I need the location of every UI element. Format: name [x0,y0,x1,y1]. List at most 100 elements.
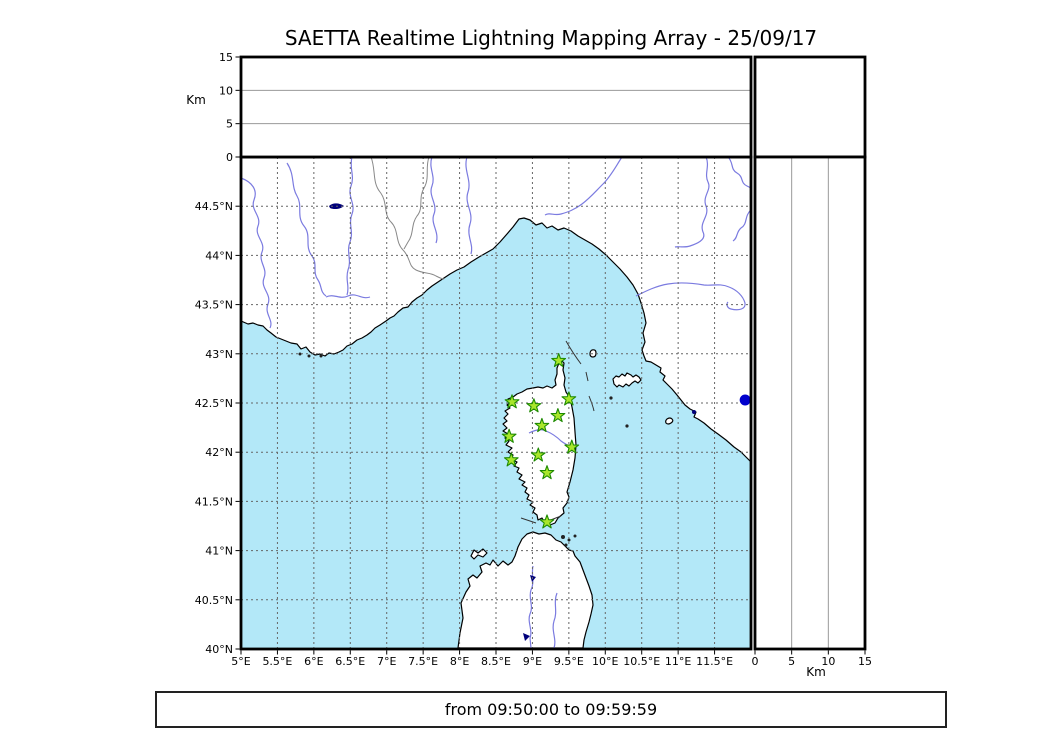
top-panel-bg [241,57,751,157]
station-marker [504,394,520,409]
islet [609,396,613,400]
lon-tick-label: 9.5°E [554,655,584,668]
lon-tick-label: 8.5°E [481,655,511,668]
right-panel-gridlines [791,157,829,649]
plot-title: SAETTA Realtime Lightning Mapping Array … [284,26,818,50]
islet [573,534,577,538]
right-km-tick-label: 10 [821,655,835,668]
river [727,156,752,189]
lon-tick-label: 5°E [231,655,250,668]
islet [561,535,565,539]
top-km-tick-label: 10 [219,84,233,97]
islet [307,354,311,358]
river [325,294,371,299]
right-panel-bg [755,157,865,649]
region-borders [370,156,445,280]
sea-annotation-lines [520,340,595,524]
island-giglio [665,417,674,425]
geography [240,156,752,649]
coastline-sardinia [457,531,594,649]
river [346,156,354,296]
tick-labels: 5°E 5.5°E 6°E 6.5°E 7°E 7.5°E 8°E 8.5°E 9°E 9.5°E… [195,51,872,668]
lat-tick-label: 40°N [205,643,233,656]
lat-tick-label: 43°N [205,348,233,361]
top-altitude-panel [239,55,753,159]
lon-tick-label: 7°E [377,655,396,668]
lon-tick-label: 6.5°E [335,655,365,668]
border-line [370,156,445,280]
right-km-tick-label: 5 [788,655,795,668]
coastline-corsica [502,358,577,526]
river [552,592,558,649]
lat-tick-label: 40.5°N [195,594,233,607]
lat-tick-label: 44.5°N [195,200,233,213]
river [544,156,623,216]
lat-tick-label: 42°N [205,446,233,459]
right-km-axis-label: Km [806,665,826,679]
river [635,282,746,311]
top-km-tick-label: 5 [226,118,233,131]
station-marker [550,408,566,423]
lat-tick-label: 43.5°N [195,299,233,312]
corner-box-frame [753,55,867,159]
station-marker [503,452,519,467]
rivers [240,156,752,649]
lat-tick-label: 41.5°N [195,495,233,508]
corner-box [753,55,867,159]
station-marker [551,352,567,368]
station-marker [501,428,517,443]
islet [567,538,571,542]
river [732,209,752,242]
lon-tick-label: 9°E [523,655,542,668]
lat-tick-label: 42.5°N [195,397,233,410]
lon-tick-label: 10.5°E [623,655,660,668]
river [674,156,710,248]
sea-line [520,517,537,524]
lon-tick-label: 5.5°E [262,655,292,668]
right-km-tick-label: 0 [752,655,759,668]
border-line [403,156,430,250]
river [430,156,438,244]
detection-markers [739,394,751,406]
time-range-box: from 09:50:00 to 09:59:59 [155,691,947,728]
river [286,162,327,297]
top-km-tick-label: 0 [226,151,233,164]
islet [564,543,568,547]
lake [523,633,530,641]
station-marker [526,398,542,413]
station-marker [534,417,550,433]
top-panel-gridlines [241,89,751,125]
station-markers [501,352,580,529]
tick-marks [235,56,866,655]
right-altitude-panel [753,155,867,651]
station-marker [561,391,577,406]
detection-dot [739,394,751,406]
lon-tick-label: 6°E [304,655,323,668]
sea-line [565,340,582,365]
top-km-axis-label: Km [186,93,206,107]
station-marker [530,447,546,462]
island-elba [612,372,642,388]
top-panel-frame [239,55,753,159]
lon-tick-label: 7.5°E [408,655,438,668]
lon-tick-label: 11°E [665,655,691,668]
station-marker [539,514,555,529]
map-panel [239,155,753,651]
sea-line [585,371,589,382]
islet [319,354,323,358]
islet [625,424,629,428]
top-km-tick-label: 15 [219,51,233,64]
lake [530,575,536,582]
right-km-tick-label: 15 [858,655,872,668]
right-panel-frame [753,155,867,651]
lat-tick-label: 44°N [205,249,233,262]
map-gridlines [241,157,751,649]
time-range-text: from 09:50:00 to 09:59:59 [444,700,658,719]
lon-tick-label: 10°E [592,655,618,668]
coastline-mainland [240,156,752,463]
island-asinara [470,548,488,560]
lon-tick-label: 8°E [450,655,469,668]
river [240,177,272,329]
